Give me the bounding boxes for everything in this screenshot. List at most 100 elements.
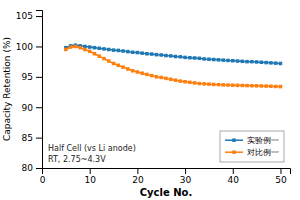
point [231,59,235,63]
point [221,83,225,87]
point [279,85,283,89]
point [93,46,97,50]
tick: 80 [22,163,42,173]
point [97,47,101,51]
point [174,55,178,59]
point [107,59,111,63]
point [217,83,221,87]
series-line [66,45,281,63]
tick-mark [185,168,186,174]
chart-container: 0102030405080859095100105Half Cell (vs L… [0,0,300,200]
point [193,56,197,60]
tick: 100 [16,42,42,52]
point [179,79,183,83]
tick-mark [36,77,42,78]
tick: 20 [132,168,144,185]
legend: 实验例一对比例一 [220,131,284,162]
point [207,57,211,61]
tick-mark [36,107,42,108]
tick: 95 [22,72,42,82]
tick-label: 40 [228,175,240,185]
point [260,61,264,64]
point [269,61,273,65]
tick-mark [36,138,42,139]
point [207,82,211,86]
legend-item: 实验例一 [225,136,279,145]
tick: 10 [84,168,96,185]
point [183,80,187,84]
point [150,74,154,78]
point [117,49,121,53]
point [212,83,216,87]
point [74,45,78,49]
point [83,45,87,49]
point [121,65,125,69]
legend-swatch [225,139,243,141]
point [274,85,278,89]
point [107,48,111,52]
point [150,52,154,56]
point [131,50,135,54]
x-axis-label: Cycle No. [140,187,193,198]
tick-label: 85 [22,133,33,143]
chart-svg: 0102030405080859095100105Half Cell (vs L… [0,0,300,200]
legend-label: 实验例一 [247,136,279,145]
point [117,64,121,68]
tick: 0 [40,168,46,185]
legend-item: 对比例一 [225,148,279,157]
point [250,60,254,64]
annotation: Half Cell (vs Li anode)RT, 2.75~4.3V [48,144,136,164]
point [102,57,106,61]
point [88,50,92,54]
point [145,52,149,56]
point [188,56,192,60]
point [112,48,116,52]
point [193,81,197,85]
annotation-text: RT, 2.75~4.3V [48,155,106,164]
point [245,60,249,64]
point [264,84,268,88]
point [241,84,245,88]
tick-label: 95 [22,72,33,82]
point [217,58,221,62]
tick-label: 30 [180,175,192,185]
point [83,48,87,52]
tick-label: 0 [40,175,46,185]
legend-label: 对比例一 [247,148,279,157]
tick-mark [90,168,91,174]
point [269,85,273,89]
legend-marker [232,150,236,154]
tick-label: 10 [84,175,96,185]
y-axis-label: Capacity Retention (%) [2,37,12,141]
point [145,73,149,77]
tick-label: 50 [275,175,287,185]
legend-swatch [225,151,243,153]
tick-mark [137,168,138,174]
tick-label: 100 [16,42,33,52]
point [169,54,173,58]
point [255,60,259,64]
x-axis-line [43,169,291,175]
tick: 50 [275,168,287,185]
point [136,70,140,74]
point [231,83,235,87]
y-axis: 80859095100105 [16,11,43,174]
point [250,84,254,88]
point [212,58,216,62]
point [93,52,97,56]
tick: 85 [22,133,42,143]
tick-mark [36,168,42,169]
point [159,53,163,57]
point [164,77,168,81]
marks [64,43,282,88]
tick-label: 105 [16,11,33,21]
point [260,84,264,88]
point [97,54,101,58]
point [131,69,135,73]
point [274,61,278,65]
legend-marker [232,138,236,142]
point [112,62,116,66]
y-axis-line [36,11,43,169]
tick-mark [280,168,281,174]
point [126,50,130,54]
